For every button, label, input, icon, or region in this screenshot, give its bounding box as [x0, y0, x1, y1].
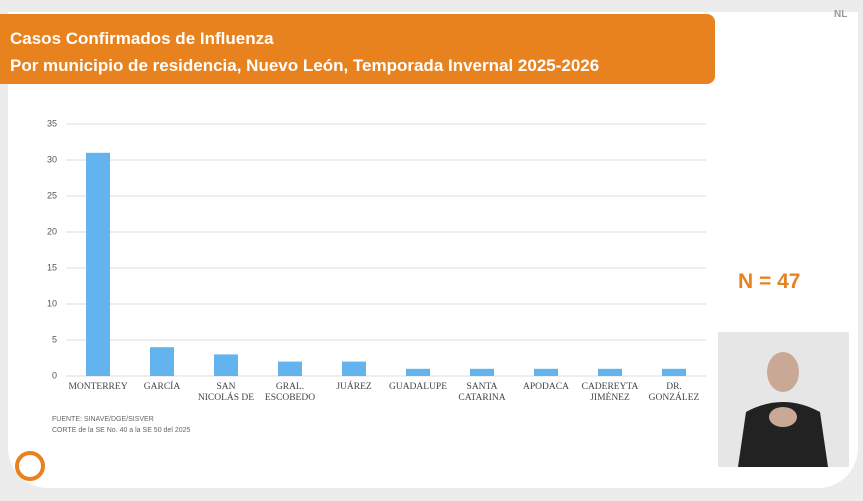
bar [598, 368, 622, 376]
total-annotation: N = 47 [738, 270, 801, 293]
bar [406, 368, 430, 376]
y-tick-label: 5 [52, 334, 57, 344]
x-tick-label: GUADALUPE [388, 382, 448, 392]
x-tick-label: GARCÍA [143, 382, 181, 392]
x-tick-label: GRAL. ESCOBEDO [264, 382, 316, 403]
x-tick-label: APODACA [523, 382, 569, 392]
x-tick-label: MONTERREY [68, 382, 128, 392]
source-note: FUENTE: SINAVE/DGE/SISVER [52, 416, 154, 423]
x-tick-label: DR. GONZÁLEZ [648, 382, 700, 403]
y-tick-label: 15 [47, 262, 57, 272]
y-tick-label: 20 [47, 226, 57, 236]
x-tick-label: CADEREYTA JIMÉNEZ [581, 382, 639, 403]
x-tick-label: SAN NICOLÁS DE [197, 382, 255, 403]
y-tick-label: 35 [47, 118, 57, 128]
y-tick-label: 10 [47, 298, 57, 308]
bar [534, 368, 558, 376]
source-note: CORTE de la SE No. 40 a la SE 50 del 202… [52, 427, 191, 434]
y-tick-label: 0 [52, 370, 57, 380]
x-tick-label: JUÁREZ [336, 382, 372, 392]
y-tick-label: 30 [47, 154, 57, 164]
title: Casos Confirmados de Influenza [10, 29, 274, 48]
header: Casos Confirmados de Influenza Por munic… [0, 14, 715, 84]
bar [278, 361, 302, 376]
bar [86, 152, 110, 376]
x-tick-label: SANTA CATARINA [458, 382, 506, 403]
bar [470, 368, 494, 376]
bar [342, 361, 366, 376]
bar [214, 354, 238, 376]
sign-interpreter [718, 332, 849, 467]
bar [150, 347, 174, 376]
interpreter-figure [738, 352, 828, 467]
brand-logo [15, 451, 45, 481]
y-tick-label: 25 [47, 190, 57, 200]
bar [662, 368, 686, 376]
logo: NL [834, 9, 848, 20]
card [8, 12, 858, 488]
subtitle: Por municipio de residencia, Nuevo León,… [10, 56, 600, 75]
